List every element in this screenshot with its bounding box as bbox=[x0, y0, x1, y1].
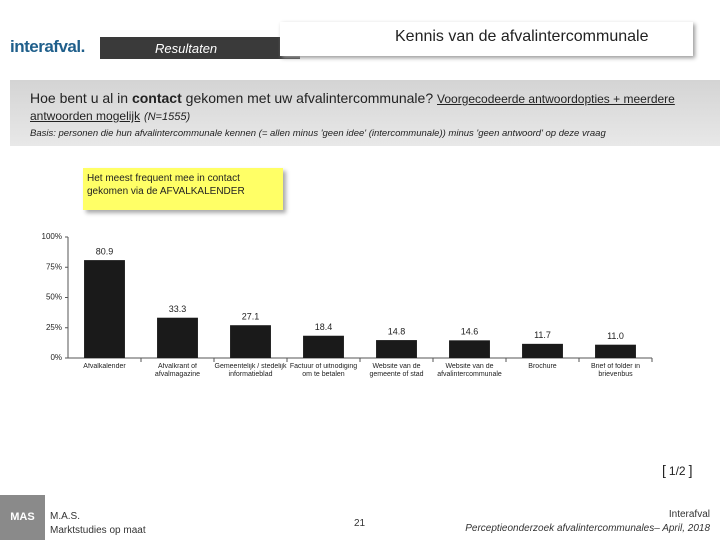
question-bold: contact bbox=[131, 90, 182, 106]
value-label: 11.0 bbox=[607, 331, 624, 341]
x-tick-label-box: Brochure bbox=[528, 363, 557, 370]
question-banner bbox=[10, 80, 720, 146]
value-label: 11.7 bbox=[534, 330, 551, 340]
x-tick-label: Factuur of uitnodiging om te betalen bbox=[289, 363, 358, 378]
y-tick-label: 75% bbox=[46, 262, 62, 271]
y-tick-label: 0% bbox=[50, 353, 62, 362]
question: Hoe bent u al in contact gekomen met uw … bbox=[30, 90, 710, 125]
question-note: Voorgecodeerde antwoordopties + meerdere… bbox=[30, 92, 675, 123]
slide-number: 21 bbox=[354, 518, 366, 529]
footer-logo: MAS bbox=[0, 495, 45, 540]
bar bbox=[595, 344, 636, 358]
value-label: 27.1 bbox=[242, 312, 260, 322]
section-label: Resultaten bbox=[155, 41, 218, 56]
x-tick-label: Website van de gemeente of stad bbox=[369, 363, 424, 378]
bar bbox=[376, 340, 417, 358]
section-bar bbox=[100, 37, 300, 59]
company: M.A.S. bbox=[50, 511, 81, 522]
callout: Het meest frequent mee in contact gekome… bbox=[83, 168, 283, 210]
x-tick-label-box: Website van de afvalintercommunale bbox=[437, 363, 502, 378]
value-label: 14.6 bbox=[461, 327, 479, 337]
x-tick-label-box: Gemeentelijk / stedelijk informatieblad bbox=[214, 363, 287, 378]
company-tagline: Marktstudies op maat bbox=[50, 525, 146, 536]
x-tick-label: Website van de afvalintercommunale bbox=[437, 363, 502, 378]
value-label: 18.4 bbox=[315, 322, 333, 332]
title-box bbox=[280, 22, 693, 56]
bar bbox=[84, 260, 125, 358]
x-tick-label-box: Afvalkalender bbox=[83, 363, 126, 370]
bar bbox=[230, 325, 271, 358]
bar bbox=[303, 335, 344, 358]
value-label: 33.3 bbox=[169, 304, 187, 314]
y-tick-label: 100% bbox=[42, 232, 62, 241]
footer-right: Interafval Perceptieonderzoek afvalinterc… bbox=[465, 508, 710, 536]
study: Perceptieonderzoek afvalintercommunales–… bbox=[465, 523, 710, 534]
value-label: 14.8 bbox=[388, 326, 406, 336]
question-n: (N=1555) bbox=[143, 111, 191, 123]
bar bbox=[157, 317, 198, 358]
bar bbox=[522, 343, 563, 358]
value-label: 80.9 bbox=[96, 246, 114, 256]
x-tick-label: Afvalkalender bbox=[83, 363, 126, 370]
x-tick-label: Gemeentelijk / stedelijk informatieblad bbox=[214, 363, 287, 378]
title: Kennis van de afvalintercommunale bbox=[395, 28, 649, 45]
client: Interafval bbox=[668, 509, 710, 520]
x-tick-label-box: Factuur of uitnodiging om te betalen bbox=[289, 363, 358, 378]
bar bbox=[449, 340, 490, 358]
logo: interafval. bbox=[10, 37, 85, 56]
basis: Basis: personen die hun afvalintercommun… bbox=[30, 128, 606, 139]
page-number: 1/2 bbox=[668, 464, 686, 478]
x-tick-label-box: Brief of folder in brievenbus bbox=[590, 363, 641, 378]
page-indicator: [1/2] bbox=[662, 462, 693, 478]
x-tick-label: Afvalkrant of afvalmagazine bbox=[154, 363, 201, 378]
footer-company: M.A.S. Marktstudies op maat bbox=[50, 510, 146, 538]
x-tick-label: Brochure bbox=[528, 363, 557, 370]
x-tick-label: Brief of folder in brievenbus bbox=[590, 363, 641, 378]
x-tick-label-box: Website van de gemeente of stad bbox=[369, 363, 424, 378]
x-tick-label-box: Afvalkrant of afvalmagazine bbox=[154, 363, 201, 378]
y-tick-label: 50% bbox=[46, 293, 62, 302]
question-text: gekomen met uw afvalintercommunale? bbox=[185, 90, 434, 106]
question-text: Hoe bent u al in bbox=[30, 90, 129, 106]
y-tick-label: 25% bbox=[46, 323, 62, 332]
